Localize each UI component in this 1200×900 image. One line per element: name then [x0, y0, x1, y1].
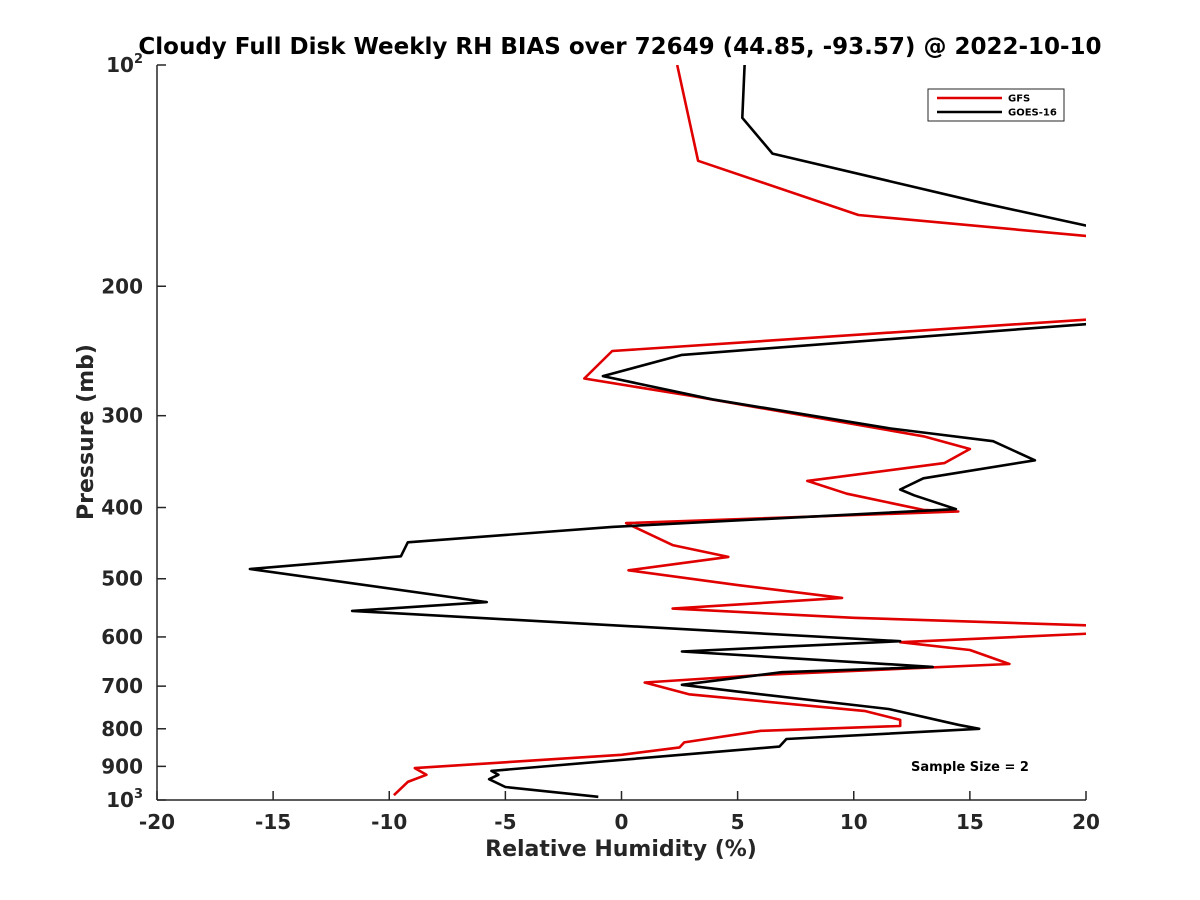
x-tick-label: -20 [139, 810, 175, 834]
y-axis-label: Pressure (mb) [74, 344, 99, 520]
sample-size-annotation: Sample Size = 2 [911, 760, 1029, 775]
y-tick-label: 300 [101, 404, 143, 428]
y-tick-label: 103 [106, 787, 143, 812]
y-tick-label: 102 [106, 52, 143, 77]
legend-label: GFS [1008, 94, 1030, 105]
x-ticks: -20 -15 -10 -5 0 5 10 15 20 [139, 791, 1100, 834]
series-layer [248, 65, 1086, 799]
x-tick-label: -10 [371, 810, 407, 834]
x-tick-label: -5 [494, 810, 516, 834]
y-tick-label: 700 [101, 674, 143, 698]
y-tick-label: 200 [101, 274, 143, 298]
y-tick-label: 900 [101, 754, 143, 778]
y-tick-base: 10 [106, 53, 134, 77]
x-axis-label: Relative Humidity (%) [485, 837, 757, 862]
chart-title: Cloudy Full Disk Weekly RH BIAS over 726… [138, 34, 1101, 60]
y-tick-label: 800 [101, 717, 143, 741]
x-tick-label: 0 [615, 810, 629, 834]
x-tick-label: 15 [956, 810, 984, 834]
y-tick-label: 400 [101, 496, 143, 520]
series-line-goes-16 [248, 65, 1086, 799]
x-tick-label: 10 [840, 810, 868, 834]
y-tick-base: 10 [106, 788, 134, 812]
axes [156, 65, 1086, 801]
legend-label: GOES-16 [1008, 108, 1057, 119]
y-tick-exponent: 2 [134, 52, 143, 67]
x-tick-label: -15 [255, 810, 291, 834]
legend-box [927, 88, 1065, 122]
x-tick-label: 5 [731, 810, 745, 834]
y-tick-label: 600 [101, 625, 143, 649]
y-tick-label: 500 [101, 567, 143, 591]
series-line-gfs [393, 65, 1086, 797]
legend: GFS GOES-16 [927, 88, 1065, 122]
x-tick-label: 20 [1072, 810, 1100, 834]
y-tick-exponent: 3 [134, 787, 143, 802]
